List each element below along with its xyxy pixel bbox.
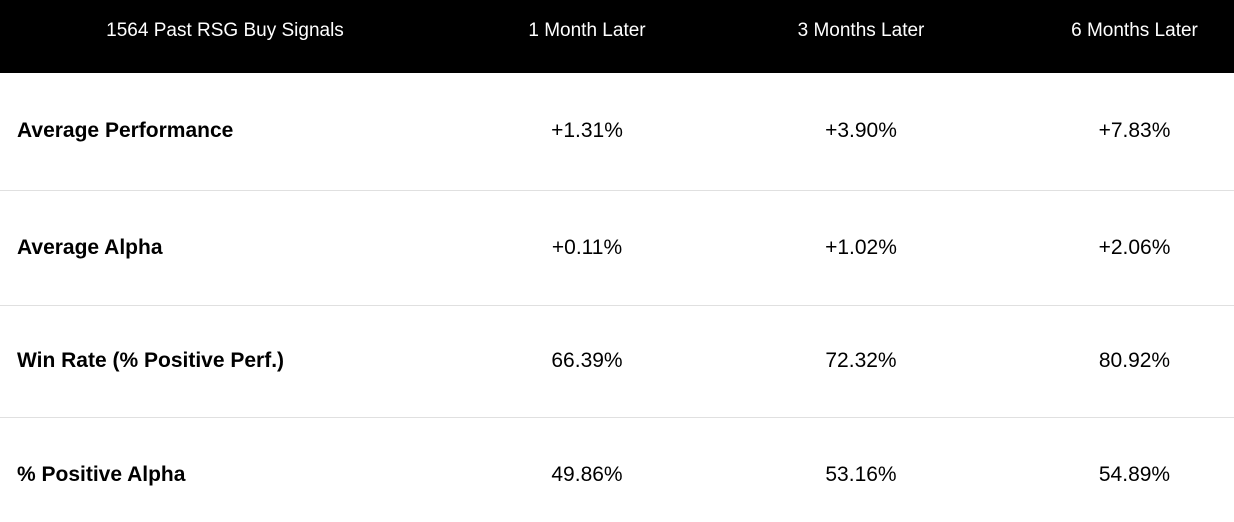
row-label: % Positive Alpha: [17, 462, 186, 486]
cell-value: 49.86%: [551, 462, 623, 486]
cell-value: 66.39%: [551, 349, 623, 372]
header-1-month-later: 1 Month Later: [528, 20, 646, 41]
header-6-months-later: 6 Months Later: [1071, 20, 1198, 41]
row-label: Win Rate (% Positive Perf.): [17, 349, 285, 372]
table-header-row: 1564 Past RSG Buy Signals 1 Month Later …: [0, 0, 1234, 73]
cell-value: +3.90%: [825, 119, 897, 143]
table-row-win-rate: Win Rate (% Positive Perf.) 66.39% 72.32…: [0, 305, 1234, 417]
header-3-months-later: 3 Months Later: [797, 20, 925, 41]
row-label: Average Performance: [17, 119, 234, 143]
cell-value: 54.89%: [1098, 462, 1171, 486]
table-row-average-performance: Average Performance +1.31% +3.90% +7.83%: [0, 73, 1234, 190]
cell-value: +1.31%: [551, 119, 623, 143]
cell-value: +2.06%: [1098, 235, 1171, 259]
cell-value: +7.83%: [1098, 119, 1171, 143]
cell-value: +0.11%: [551, 235, 623, 259]
cell-value: 72.32%: [825, 349, 897, 372]
table-row-positive-alpha: % Positive Alpha 49.86% 53.16% 54.89%: [0, 417, 1234, 522]
cell-value: +1.02%: [825, 235, 897, 259]
row-label: Average Alpha: [17, 235, 163, 259]
header-signals-count: 1564 Past RSG Buy Signals: [106, 20, 344, 41]
table-row-average-alpha: Average Alpha +0.11% +1.02% +2.06%: [0, 190, 1234, 305]
cell-value: 80.92%: [1098, 349, 1171, 372]
cell-value: 53.16%: [825, 462, 897, 486]
